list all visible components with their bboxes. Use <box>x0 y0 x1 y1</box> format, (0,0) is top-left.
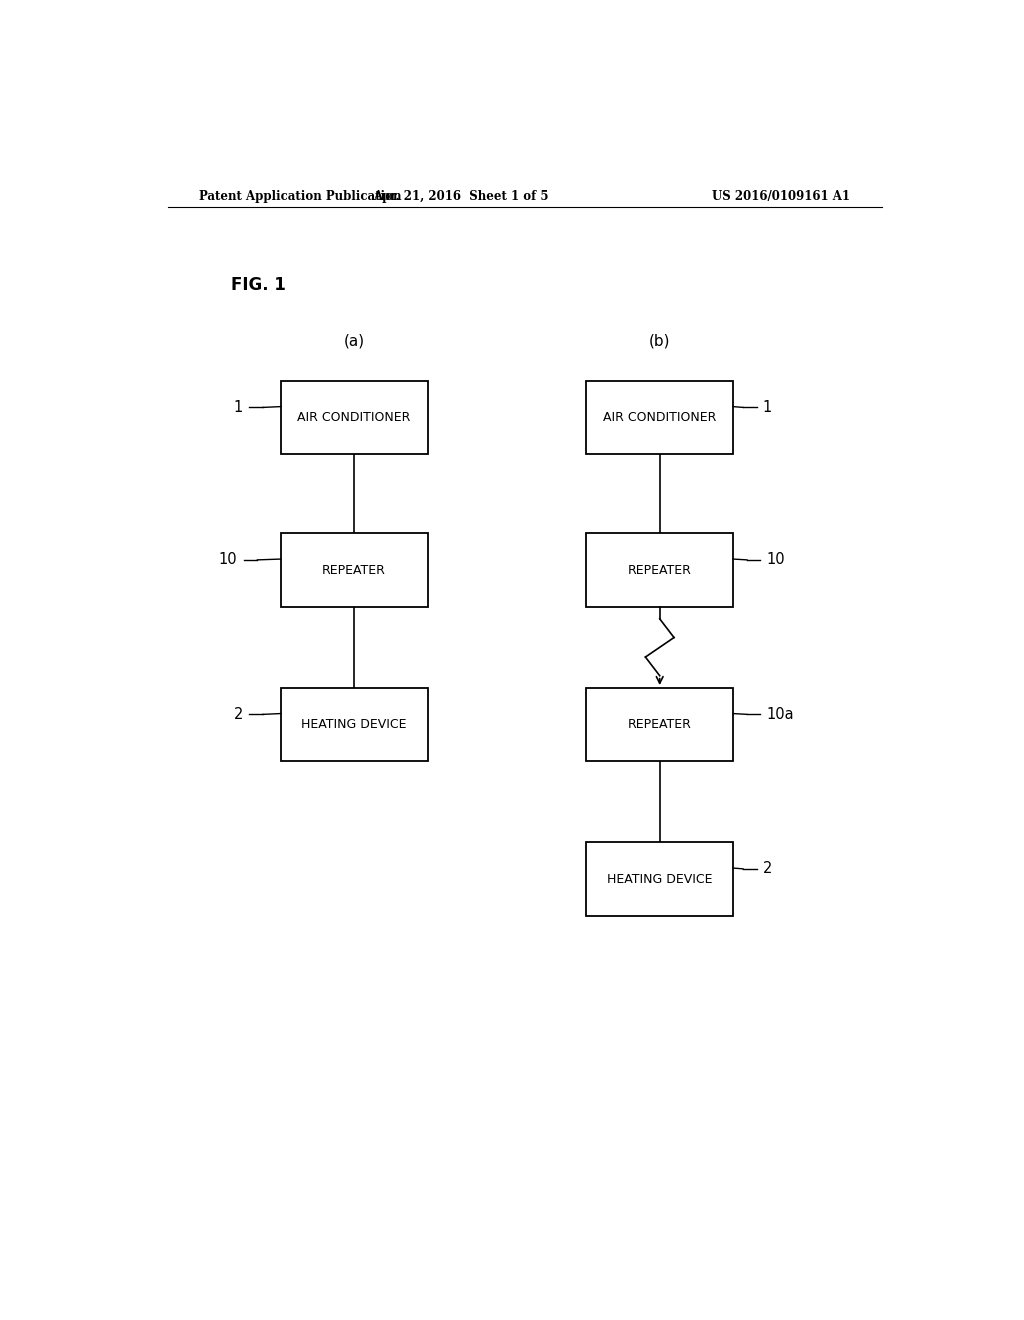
Text: 1: 1 <box>763 400 772 414</box>
Text: 2: 2 <box>233 708 243 722</box>
Text: 2: 2 <box>763 862 772 876</box>
Text: 1: 1 <box>233 400 243 414</box>
Text: US 2016/0109161 A1: US 2016/0109161 A1 <box>712 190 850 202</box>
Bar <box>587 381 733 454</box>
Text: (b): (b) <box>649 334 671 348</box>
Text: HEATING DEVICE: HEATING DEVICE <box>301 718 407 731</box>
Bar <box>281 688 428 762</box>
Text: 10: 10 <box>219 552 238 568</box>
Text: FIG. 1: FIG. 1 <box>231 276 286 294</box>
Text: REPEATER: REPEATER <box>628 718 691 731</box>
Text: REPEATER: REPEATER <box>323 564 386 577</box>
Text: REPEATER: REPEATER <box>628 564 691 577</box>
Bar <box>587 533 733 607</box>
Bar <box>587 842 733 916</box>
Text: AIR CONDITIONER: AIR CONDITIONER <box>298 411 411 424</box>
Text: HEATING DEVICE: HEATING DEVICE <box>607 873 713 886</box>
Text: 10: 10 <box>767 552 785 568</box>
Text: 10a: 10a <box>767 708 795 722</box>
Bar <box>281 381 428 454</box>
Bar <box>281 533 428 607</box>
Text: (a): (a) <box>344 334 365 348</box>
Bar <box>587 688 733 762</box>
Text: AIR CONDITIONER: AIR CONDITIONER <box>603 411 717 424</box>
Text: Apr. 21, 2016  Sheet 1 of 5: Apr. 21, 2016 Sheet 1 of 5 <box>374 190 549 202</box>
Text: Patent Application Publication: Patent Application Publication <box>200 190 402 202</box>
